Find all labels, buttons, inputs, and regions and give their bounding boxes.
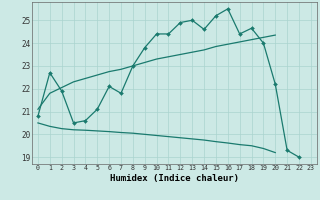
X-axis label: Humidex (Indice chaleur): Humidex (Indice chaleur) xyxy=(110,174,239,183)
